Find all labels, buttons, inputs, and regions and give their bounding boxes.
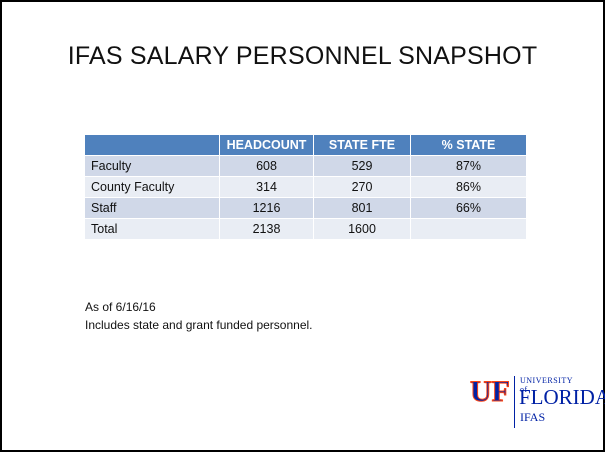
note: Includes state and grant funded personne… (85, 318, 313, 332)
table-row: Staff 1216 801 66% (84, 197, 527, 219)
table-row: Total 2138 1600 (84, 218, 527, 240)
header-cell: % STATE (410, 134, 527, 156)
header-cell: HEADCOUNT (219, 134, 314, 156)
table-cell: 66% (410, 197, 527, 219)
logo-mark: UF (470, 375, 511, 409)
table-cell: 1216 (219, 197, 314, 219)
logo-divider (514, 376, 515, 428)
row-label: Total (84, 218, 220, 240)
data-table: HEADCOUNT STATE FTE% STATE Faculty 608 529 8… (84, 134, 527, 240)
table-cell: 608 (219, 155, 314, 177)
note: As of 6/16/16 (85, 300, 156, 314)
table-row: County Faculty 314 270 86% (84, 176, 527, 198)
table-cell: 86% (410, 176, 527, 198)
table-body: Faculty 608 529 87% County Faculty 314 270 86% S… (84, 155, 527, 240)
table-cell: 801 (313, 197, 411, 219)
row-label: Faculty (84, 155, 220, 177)
table-cell (410, 218, 527, 240)
header-cell: STATE FTE (313, 134, 411, 156)
row-label: County Faculty (84, 176, 220, 198)
row-label: Staff (84, 197, 220, 219)
table-cell: 1600 (313, 218, 411, 240)
logo: UF UNIVERSITY of FLORIDA IFAS (470, 372, 605, 432)
slide-title: IFAS SALARY PERSONNEL SNAPSHOT (67, 42, 538, 70)
corner-cell (84, 134, 220, 156)
logo-unit: IFAS (520, 410, 546, 424)
table-cell: 529 (313, 155, 411, 177)
logo-name: FLORIDA (519, 385, 605, 409)
table-cell: 87% (410, 155, 527, 177)
table-cell: 314 (219, 176, 314, 198)
table-cell: 2138 (219, 218, 314, 240)
logo-university: UNIVERSITY of (520, 376, 573, 394)
table-row: Faculty 608 529 87% (84, 155, 527, 177)
notes: As of 6/16/16 Includes state and grant f… (85, 298, 313, 334)
table-cell: 270 (313, 176, 411, 198)
header-row: HEADCOUNT STATE FTE% STATE (84, 134, 527, 156)
